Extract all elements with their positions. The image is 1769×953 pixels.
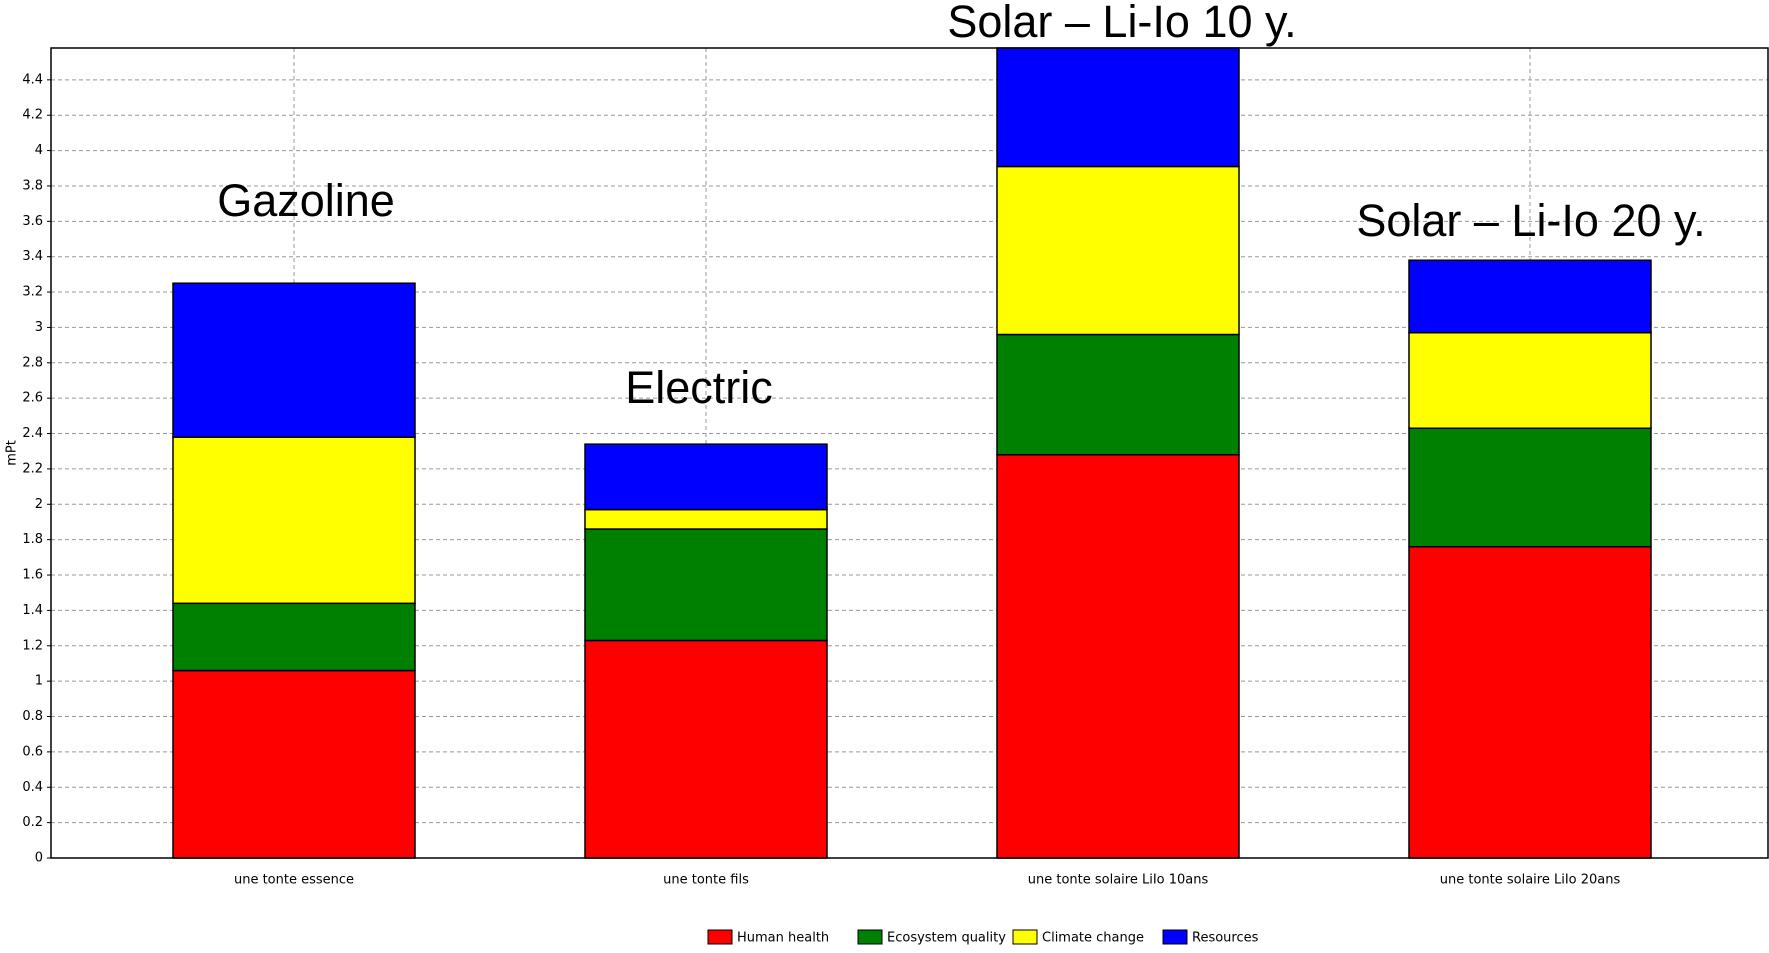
bar-segment — [172, 436, 416, 605]
legend-label: Climate change — [1042, 931, 1144, 946]
legend-swatch — [707, 929, 733, 945]
y-tick-label: 2 — [35, 497, 43, 512]
bar-segment — [1408, 331, 1652, 429]
annotation: Solar – Li-Io 20 y. — [1356, 195, 1705, 246]
y-tick-label: 1.6 — [22, 568, 43, 583]
y-tick-label: 2.8 — [22, 355, 43, 370]
bar-segment — [1408, 427, 1652, 548]
y-tick-label: 2.2 — [22, 461, 43, 476]
bar-segment — [584, 528, 828, 642]
legend-swatch — [857, 929, 883, 945]
y-tick-label: 0.8 — [22, 709, 43, 724]
annotation: Gazoline — [217, 175, 395, 226]
y-tick-label: 4 — [35, 143, 43, 158]
y-tick-label: 3.6 — [22, 214, 43, 229]
legend-label: Ecosystem quality — [887, 931, 1006, 946]
x-tick-label: une tonte fils — [663, 873, 749, 888]
y-tick-label: 0 — [35, 851, 43, 866]
bar-segment — [584, 443, 828, 511]
bar-segment — [172, 282, 416, 438]
bar-segment — [584, 639, 828, 859]
legend-label: Resources — [1192, 931, 1259, 946]
y-tick-label: 3 — [35, 320, 43, 335]
y-tick-label: 3.8 — [22, 178, 43, 193]
y-tick-label: 0.2 — [22, 815, 43, 830]
bar-segment — [1408, 259, 1652, 334]
y-tick-label: 0.6 — [22, 744, 43, 759]
legend-swatch — [1162, 929, 1188, 945]
y-tick-label: 1.4 — [22, 603, 43, 618]
bar-segment — [584, 508, 828, 530]
y-tick-label: 3.4 — [22, 249, 43, 264]
annotation: Solar – Li-Io 10 y. — [947, 0, 1296, 47]
bar-segment — [996, 454, 1240, 859]
y-tick-label: 4.2 — [22, 108, 43, 123]
x-tick-label: une tonte solaire LiIo 20ans — [1440, 873, 1621, 888]
bar-segment — [172, 602, 416, 672]
bar-segment — [996, 165, 1240, 336]
plot-frame — [50, 47, 1769, 859]
bar-segment — [172, 669, 416, 859]
y-tick-label: 2.4 — [22, 426, 43, 441]
y-tick-label: 3.2 — [22, 285, 43, 300]
y-tick-label: 2.6 — [22, 391, 43, 406]
legend-label: Human health — [737, 931, 829, 946]
bar-segment — [996, 47, 1240, 168]
y-tick-label: 1 — [35, 674, 43, 689]
bar-segment — [1408, 545, 1652, 859]
x-tick-label: une tonte solaire LiIo 10ans — [1028, 873, 1209, 888]
x-tick-label: une tonte essence — [234, 873, 354, 888]
annotation: Electric — [625, 362, 773, 413]
y-tick-label: 1.2 — [22, 638, 43, 653]
y-tick-label: 1.8 — [22, 532, 43, 547]
bar-segment — [996, 333, 1240, 456]
legend-swatch — [1012, 929, 1038, 945]
y-axis-label: mPt — [5, 440, 20, 466]
y-tick-label: 4.4 — [22, 72, 43, 87]
y-tick-label: 0.4 — [22, 780, 43, 795]
